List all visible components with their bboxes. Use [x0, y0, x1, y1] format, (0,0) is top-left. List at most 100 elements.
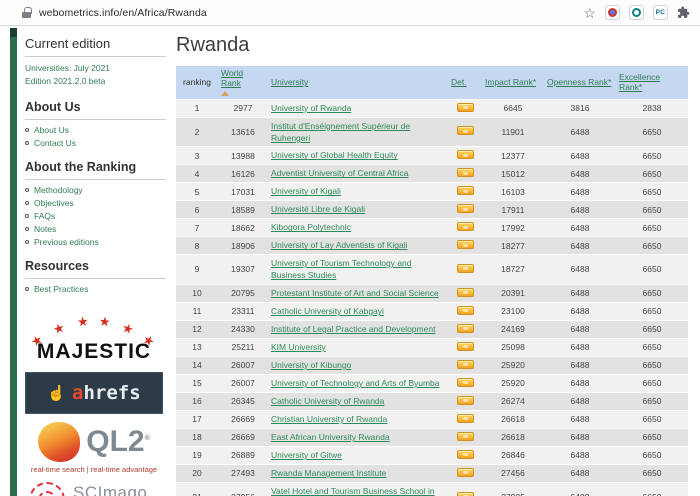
sidebar-section-title: Current edition: [25, 30, 166, 57]
lock-icon[interactable]: [22, 7, 32, 18]
university-link[interactable]: East African University Rwanda: [271, 432, 390, 443]
table-row: 18 26669 East African University Rwanda 266…: [176, 428, 688, 447]
university-link[interactable]: University of Tourism Technology and Bus…: [271, 258, 412, 281]
det-badge-icon[interactable]: [456, 491, 474, 496]
ql2-logo[interactable]: QL2® real-time search | real-time advant…: [25, 421, 163, 474]
det-badge-icon[interactable]: [456, 305, 474, 315]
cell-openness-rank: 3816: [544, 99, 616, 118]
cell-impact-rank: 26618: [482, 428, 544, 447]
det-badge-icon[interactable]: [456, 102, 474, 112]
det-badge-icon[interactable]: [456, 431, 474, 441]
header-world-rank[interactable]: World Rank: [218, 66, 268, 100]
det-badge-icon[interactable]: [456, 359, 474, 369]
ql2-logo-text: QL2®: [86, 424, 150, 458]
cell-openness-rank: 6488: [544, 356, 616, 375]
det-badge-icon[interactable]: [456, 204, 474, 214]
sidebar-link[interactable]: About Us: [34, 124, 69, 135]
table-row: 7 18662 Kibogora Polytechnic 17992 6488 6650: [176, 218, 688, 238]
url-text[interactable]: webometrics.info/en/Africa/Rwanda: [39, 6, 207, 19]
cell-world-rank: 17031: [218, 182, 268, 202]
det-badge-icon[interactable]: [456, 186, 474, 196]
sidebar-link[interactable]: Previous editions: [34, 236, 99, 247]
cell-det: [448, 164, 482, 184]
cell-det: [448, 338, 482, 357]
cell-ranking: 12: [176, 320, 218, 339]
header-det[interactable]: Det.: [448, 66, 482, 100]
bookmark-star-icon[interactable]: ☆: [583, 4, 596, 21]
university-link[interactable]: Institut d'Enséignement Supérieur de Ruh…: [271, 120, 411, 143]
extension-teal-ring-icon[interactable]: [629, 5, 644, 20]
sidebar-section-list: Best Practices: [25, 284, 166, 294]
cell-impact-rank: 6645: [482, 99, 544, 118]
cell-impact-rank: 27456: [482, 464, 544, 483]
table-row: 13 25211 KIM University 25098 6488 6650: [176, 338, 688, 357]
det-badge-icon[interactable]: [456, 240, 474, 250]
cell-openness-rank: 6488: [544, 302, 616, 321]
det-badge-icon[interactable]: [456, 126, 474, 136]
sidebar-link[interactable]: Methodology: [34, 184, 83, 195]
bullet-icon: [25, 286, 29, 291]
scimago-logo[interactable]: SCImago LAB: [25, 481, 163, 496]
cell-excellence-rank: 6650: [616, 428, 688, 447]
det-badge-icon[interactable]: [456, 263, 474, 273]
sidebar-link[interactable]: Notes: [34, 223, 57, 234]
puzzle-icon[interactable]: [677, 6, 690, 19]
university-link[interactable]: Protestant Institute of Art and Social S…: [271, 288, 439, 299]
majestic-logo[interactable]: ★ ★ ★ ★ ★ ★ MAJESTIC: [25, 312, 163, 364]
extension-redblue-icon[interactable]: [605, 5, 620, 20]
university-link[interactable]: Catholic University of Rwanda: [271, 396, 385, 407]
university-link[interactable]: Rwanda Management Institute: [271, 468, 387, 479]
sidebar-link[interactable]: Contact Us: [34, 137, 77, 148]
cell-impact-rank: 25920: [482, 374, 544, 393]
cell-ranking: 13: [176, 338, 218, 357]
university-link[interactable]: University of Gitwe: [271, 450, 342, 461]
det-badge-icon[interactable]: [456, 413, 474, 423]
star-icon: ★: [98, 312, 112, 330]
cell-excellence-rank: 6650: [616, 410, 688, 429]
table-row: 1 2977 University of Rwanda 6645 3816 2838: [176, 99, 688, 118]
sidebar-link[interactable]: Best Practices: [34, 283, 89, 294]
university-link[interactable]: Vatel Hotel and Tourism Business School …: [271, 485, 435, 496]
university-link[interactable]: Université Libre de Kigali: [271, 204, 366, 215]
university-link[interactable]: Institute of Legal Practice and Developm…: [271, 324, 436, 335]
extension-pc-icon[interactable]: PC: [653, 5, 668, 20]
header-impact-rank[interactable]: Impact Rank*: [482, 66, 544, 100]
det-badge-icon[interactable]: [456, 150, 474, 160]
cell-world-rank: 13616: [218, 117, 268, 148]
university-link[interactable]: Christian University of Rwanda: [271, 414, 388, 425]
browser-address-bar[interactable]: webometrics.info/en/Africa/Rwanda ☆ PC: [0, 0, 700, 26]
det-badge-icon[interactable]: [456, 395, 474, 405]
university-link[interactable]: University of Global Health Equity: [271, 150, 398, 161]
sidebar-link[interactable]: Objectives: [34, 197, 74, 208]
university-link[interactable]: KIM University: [271, 342, 326, 353]
header-university[interactable]: University: [268, 66, 448, 100]
university-link[interactable]: University of Kibungo: [271, 360, 352, 371]
header-openness-rank[interactable]: Openness Rank*: [544, 66, 616, 100]
sidebar-link[interactable]: FAQs: [34, 210, 56, 221]
det-badge-icon[interactable]: [456, 323, 474, 333]
university-link[interactable]: University of Kigali: [271, 186, 341, 197]
cell-university: Catholic University of Rwanda: [268, 392, 448, 411]
university-link[interactable]: University of Rwanda: [271, 102, 352, 113]
cell-impact-rank: 18277: [482, 236, 544, 256]
cell-openness-rank: 6488: [544, 117, 616, 148]
cell-world-rank: 19307: [218, 254, 268, 285]
header-excellence-rank[interactable]: Excellence Rank*: [616, 66, 688, 100]
det-badge-icon[interactable]: [456, 449, 474, 459]
det-badge-icon[interactable]: [456, 467, 474, 477]
det-badge-icon[interactable]: [456, 222, 474, 232]
det-badge-icon[interactable]: [456, 168, 474, 178]
det-badge-icon[interactable]: [456, 377, 474, 387]
sort-asc-icon: [221, 91, 229, 97]
university-link[interactable]: Adventist University of Central Africa: [271, 168, 409, 179]
university-link[interactable]: Kibogora Polytechnic: [271, 222, 351, 233]
university-link[interactable]: Catholic University of Kabgayi: [271, 306, 384, 317]
ahrefs-logo[interactable]: ☝ ahrefs: [25, 371, 163, 414]
university-link[interactable]: University of Lay Adventists of Kigali: [271, 240, 408, 251]
det-badge-icon[interactable]: [456, 287, 474, 297]
det-badge-icon[interactable]: [456, 341, 474, 351]
university-link[interactable]: University of Technology and Arts of Byu…: [271, 378, 440, 389]
sidebar-link-item: About Us: [25, 125, 166, 135]
bullet-icon: [25, 239, 29, 244]
star-icon: ★: [51, 319, 67, 337]
